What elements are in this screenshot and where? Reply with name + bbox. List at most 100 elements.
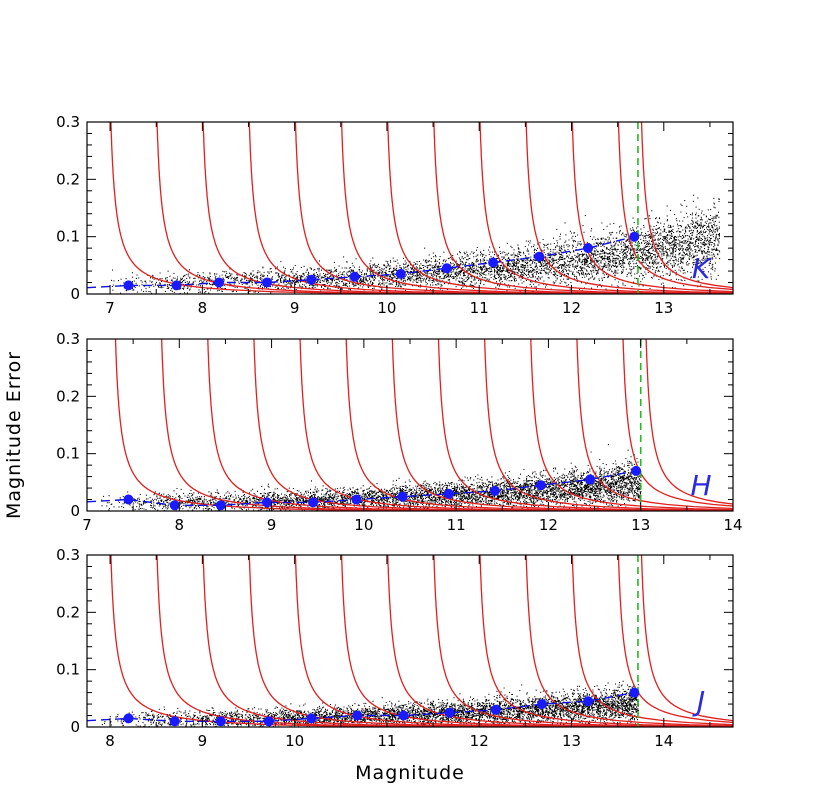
y-tick-label: 0 — [70, 502, 80, 520]
completeness-curve — [294, 555, 563, 727]
median-error-point — [215, 500, 226, 511]
y-tick-label: 0 — [70, 285, 80, 303]
completeness-curve — [207, 339, 475, 511]
completeness-curve — [299, 339, 568, 511]
completeness-curve — [340, 122, 609, 294]
plot-frame — [86, 121, 734, 295]
completeness-curve — [340, 555, 609, 727]
plot-area — [87, 555, 733, 727]
median-error-point — [349, 271, 360, 282]
x-tick-label: 12 — [539, 516, 558, 534]
x-tick-label: 11 — [447, 516, 466, 534]
x-tick-label: 10 — [285, 732, 304, 750]
completeness-curve — [479, 122, 733, 294]
completeness-curve — [530, 339, 733, 511]
y-tick-label: 0.1 — [56, 661, 80, 679]
x-tick-label: 13 — [654, 299, 673, 317]
median-error-point — [488, 257, 499, 268]
median-error-point — [169, 500, 180, 511]
median-error-point — [397, 491, 408, 502]
band-label: H — [690, 469, 711, 502]
completeness-curve — [433, 122, 701, 294]
median-error-point — [398, 710, 409, 721]
y-tick-label: 0.1 — [56, 445, 80, 463]
completeness-curve — [433, 555, 701, 727]
x-tick-label: 9 — [290, 299, 300, 317]
median-error-point — [537, 699, 547, 710]
x-tick-label: 10 — [354, 516, 373, 534]
median-error-point — [262, 497, 272, 508]
x-axis-title: Magnitude — [355, 762, 465, 784]
x-tick-label: 9 — [267, 516, 277, 534]
completeness-curve — [248, 122, 517, 294]
median-error-point — [443, 488, 454, 499]
median-error-point — [123, 280, 134, 291]
completeness-curve — [248, 555, 517, 727]
median-error-point — [629, 687, 640, 698]
x-tick-label: 12 — [470, 732, 489, 750]
median-error-point — [263, 716, 274, 727]
panel-k-band: 7 8 9 10 11 12 13 0 0.1 0.2 0.3 K — [56, 113, 734, 317]
completeness-curve — [571, 555, 733, 726]
median-error-point — [444, 707, 455, 718]
y-tick-label: 0 — [70, 718, 80, 736]
completeness-curve — [483, 339, 733, 511]
median-error-point — [123, 494, 134, 505]
median-error-point — [629, 231, 640, 242]
completeness-curve — [160, 339, 429, 511]
plot-frame — [86, 554, 734, 728]
median-error-point — [214, 277, 224, 288]
median-error-point — [215, 716, 226, 727]
y-tick-label: 0.3 — [56, 546, 80, 564]
median-error-point — [262, 277, 272, 288]
median-error-point — [441, 263, 452, 274]
completeness-curve — [640, 555, 733, 722]
completeness-curve — [202, 122, 471, 294]
median-error-point — [536, 480, 546, 491]
y-tick-label: 0.2 — [56, 170, 80, 188]
completeness-curve — [622, 339, 733, 507]
median-error-point — [169, 716, 180, 727]
y-tick-label: 0.3 — [56, 330, 80, 348]
median-error-point — [306, 274, 317, 285]
x-tick-label: 10 — [377, 299, 396, 317]
completeness-curve — [156, 555, 424, 727]
completeness-curve — [202, 555, 471, 727]
completeness-curve — [156, 122, 424, 294]
median-error-point — [171, 280, 182, 291]
median-error-point — [490, 704, 501, 715]
panel-h-band: 7 8 9 10 11 12 13 14 0 0.1 0.2 0.3 H — [56, 330, 742, 534]
star-scatter-cloud — [105, 194, 721, 294]
median-error-point — [583, 243, 594, 254]
completeness-curve — [617, 122, 733, 291]
y-axis-title: Magnitude Error — [3, 351, 25, 519]
completeness-curve — [253, 339, 521, 511]
completeness-curve — [571, 122, 733, 293]
median-error-point — [352, 710, 363, 721]
completeness-curve — [114, 339, 383, 511]
x-tick-label: 12 — [562, 299, 581, 317]
x-tick-label: 9 — [198, 732, 208, 750]
completeness-curve — [525, 122, 733, 294]
median-error-point — [489, 485, 500, 496]
plot-area — [87, 339, 733, 511]
y-tick-label: 0.3 — [56, 113, 80, 131]
completeness-curve — [617, 555, 733, 724]
completeness-curve — [479, 555, 733, 727]
completeness-curve — [576, 339, 733, 510]
completeness-curve — [645, 339, 733, 505]
x-tick-label: 8 — [105, 732, 115, 750]
x-tick-label: 8 — [198, 299, 208, 317]
median-error-point — [395, 268, 406, 279]
median-error-point — [123, 713, 134, 724]
x-tick-label: 11 — [377, 732, 396, 750]
x-tick-label: 14 — [723, 516, 742, 534]
median-error-point — [308, 497, 319, 508]
x-tick-label: 7 — [82, 516, 92, 534]
y-tick-label: 0.2 — [56, 387, 80, 405]
y-tick-label: 0.1 — [56, 228, 80, 246]
completeness-curve — [387, 122, 655, 294]
median-error-point — [351, 494, 362, 505]
